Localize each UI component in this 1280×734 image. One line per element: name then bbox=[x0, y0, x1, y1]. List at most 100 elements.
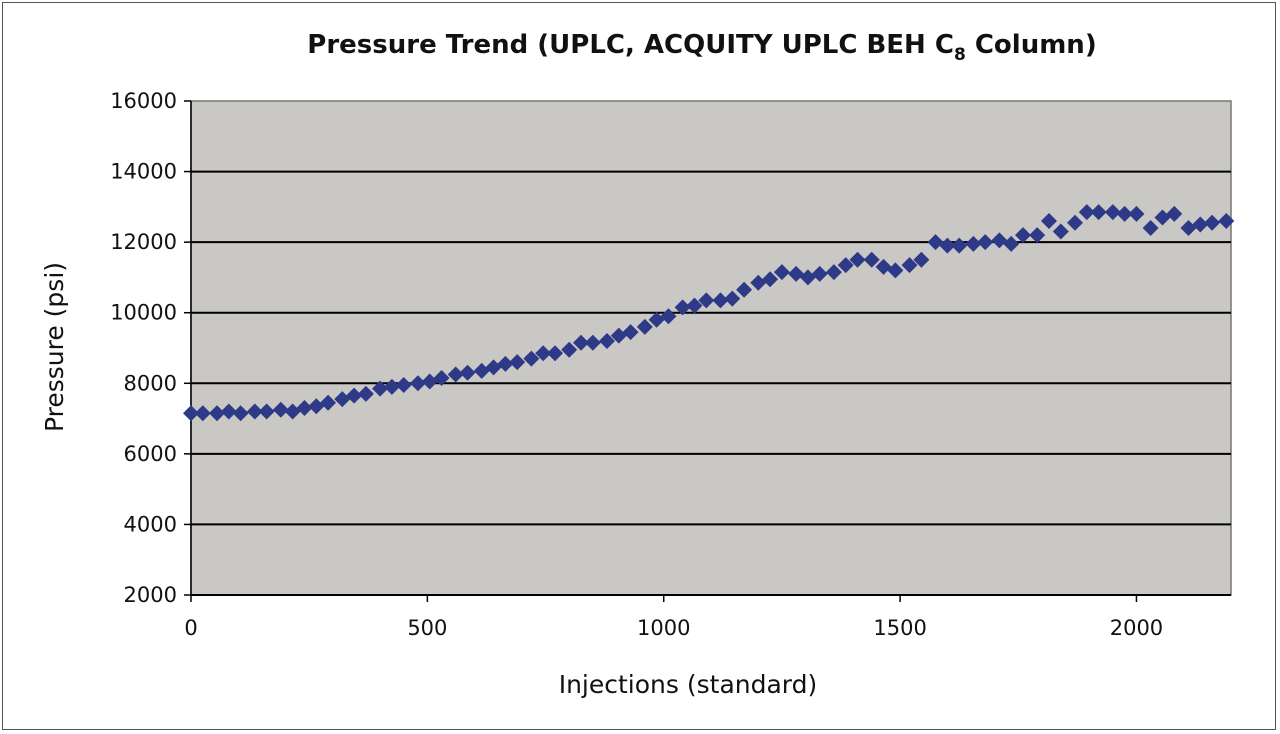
data-point bbox=[547, 345, 563, 362]
data-point bbox=[1067, 214, 1083, 231]
data-point bbox=[194, 405, 211, 422]
grid-lines bbox=[191, 170, 1231, 526]
data-point bbox=[383, 378, 400, 395]
data-point bbox=[811, 265, 828, 282]
data-point bbox=[1052, 223, 1069, 240]
data-point bbox=[698, 292, 715, 309]
y-tick-label: 6000 bbox=[124, 442, 177, 466]
data-point bbox=[246, 403, 263, 420]
data-point bbox=[232, 405, 249, 422]
data-point bbox=[1078, 204, 1095, 221]
data-point bbox=[561, 341, 578, 358]
data-point bbox=[799, 269, 816, 286]
data-point bbox=[1003, 235, 1020, 252]
data-point bbox=[473, 362, 490, 379]
data-point bbox=[346, 387, 363, 404]
data-point bbox=[372, 380, 389, 397]
data-point bbox=[674, 299, 691, 316]
chart-title: Pressure Trend (UPLC, ACQUITY UPLC BEH C… bbox=[307, 30, 1096, 65]
data-point bbox=[1116, 205, 1133, 222]
data-point bbox=[965, 235, 982, 252]
data-point bbox=[1090, 204, 1107, 221]
y-tick-label: 12000 bbox=[110, 230, 177, 254]
x-tick-label: 1000 bbox=[637, 616, 690, 640]
data-point bbox=[712, 292, 729, 309]
data-point bbox=[636, 318, 653, 335]
y-axis-ticks: 2000 4000 6000 8000 10000 12000 14000 16000 bbox=[110, 89, 191, 607]
data-point bbox=[584, 334, 601, 351]
data-point bbox=[991, 232, 1008, 249]
data-point bbox=[951, 237, 968, 254]
chart: Pressure Trend (UPLC, ACQUITY UPLC BEH C… bbox=[40, 30, 1235, 699]
data-point bbox=[447, 366, 464, 383]
data-point bbox=[660, 308, 677, 325]
data-point bbox=[1192, 216, 1209, 233]
data-point bbox=[272, 401, 289, 418]
data-point bbox=[875, 258, 892, 275]
data-point bbox=[901, 257, 918, 274]
chart-title-suffix: Column) bbox=[966, 30, 1097, 60]
data-point bbox=[320, 394, 337, 411]
data-point bbox=[1166, 205, 1183, 222]
data-point bbox=[1029, 227, 1046, 244]
data-point bbox=[308, 398, 325, 415]
data-point bbox=[421, 373, 438, 390]
x-tick-label: 500 bbox=[407, 616, 447, 640]
x-axis-label: Injections (standard) bbox=[559, 670, 818, 699]
data-point bbox=[459, 364, 476, 381]
plot-area bbox=[190, 100, 1232, 596]
data-point bbox=[724, 290, 741, 307]
chart-title-main: Pressure Trend (UPLC, ACQUITY UPLC BEH C bbox=[307, 30, 954, 60]
data-point bbox=[939, 237, 956, 254]
data-point bbox=[523, 350, 540, 367]
data-point bbox=[209, 405, 225, 422]
x-tick-label: 0 bbox=[184, 616, 197, 640]
y-tick-label: 8000 bbox=[124, 371, 177, 395]
data-point bbox=[1218, 212, 1235, 229]
data-point bbox=[284, 403, 301, 420]
data-point bbox=[837, 257, 854, 274]
data-point bbox=[599, 332, 615, 349]
data-point bbox=[395, 377, 412, 394]
y-tick-label: 16000 bbox=[110, 89, 177, 113]
data-point bbox=[296, 399, 313, 416]
data-point bbox=[622, 324, 639, 341]
data-point bbox=[648, 311, 665, 328]
data-point bbox=[1142, 220, 1159, 237]
data-point bbox=[334, 391, 351, 408]
data-point bbox=[258, 403, 275, 420]
data-point bbox=[773, 264, 790, 281]
data-point bbox=[485, 359, 502, 376]
data-point bbox=[1204, 214, 1221, 231]
data-point bbox=[1180, 220, 1197, 237]
data-point bbox=[535, 345, 552, 362]
data-point bbox=[1041, 212, 1057, 229]
data-point bbox=[1128, 205, 1145, 222]
data-point bbox=[887, 262, 904, 279]
data-point bbox=[1015, 227, 1031, 244]
data-point bbox=[610, 327, 627, 344]
data-point bbox=[509, 354, 526, 371]
x-axis-ticks: 0 500 1000 1500 2000 bbox=[184, 101, 1231, 640]
data-point bbox=[357, 385, 374, 402]
data-point bbox=[409, 375, 426, 392]
y-axis-label: Pressure (psi) bbox=[40, 262, 69, 432]
data-point bbox=[220, 403, 237, 420]
data-point bbox=[927, 234, 944, 251]
y-tick-label: 4000 bbox=[124, 512, 177, 536]
data-point bbox=[183, 405, 199, 422]
data-point bbox=[977, 234, 994, 251]
x-tick-label: 2000 bbox=[1110, 616, 1163, 640]
y-tick-label: 2000 bbox=[124, 583, 177, 607]
data-point bbox=[1104, 204, 1121, 221]
data-point bbox=[497, 355, 514, 372]
data-point bbox=[863, 251, 880, 268]
data-point bbox=[913, 251, 930, 268]
data-point bbox=[686, 297, 703, 314]
x-tick-label: 1500 bbox=[873, 616, 926, 640]
data-point bbox=[736, 281, 753, 298]
chart-title-subscript: 8 bbox=[954, 45, 966, 65]
data-point bbox=[750, 274, 767, 291]
data-point bbox=[1154, 209, 1171, 226]
